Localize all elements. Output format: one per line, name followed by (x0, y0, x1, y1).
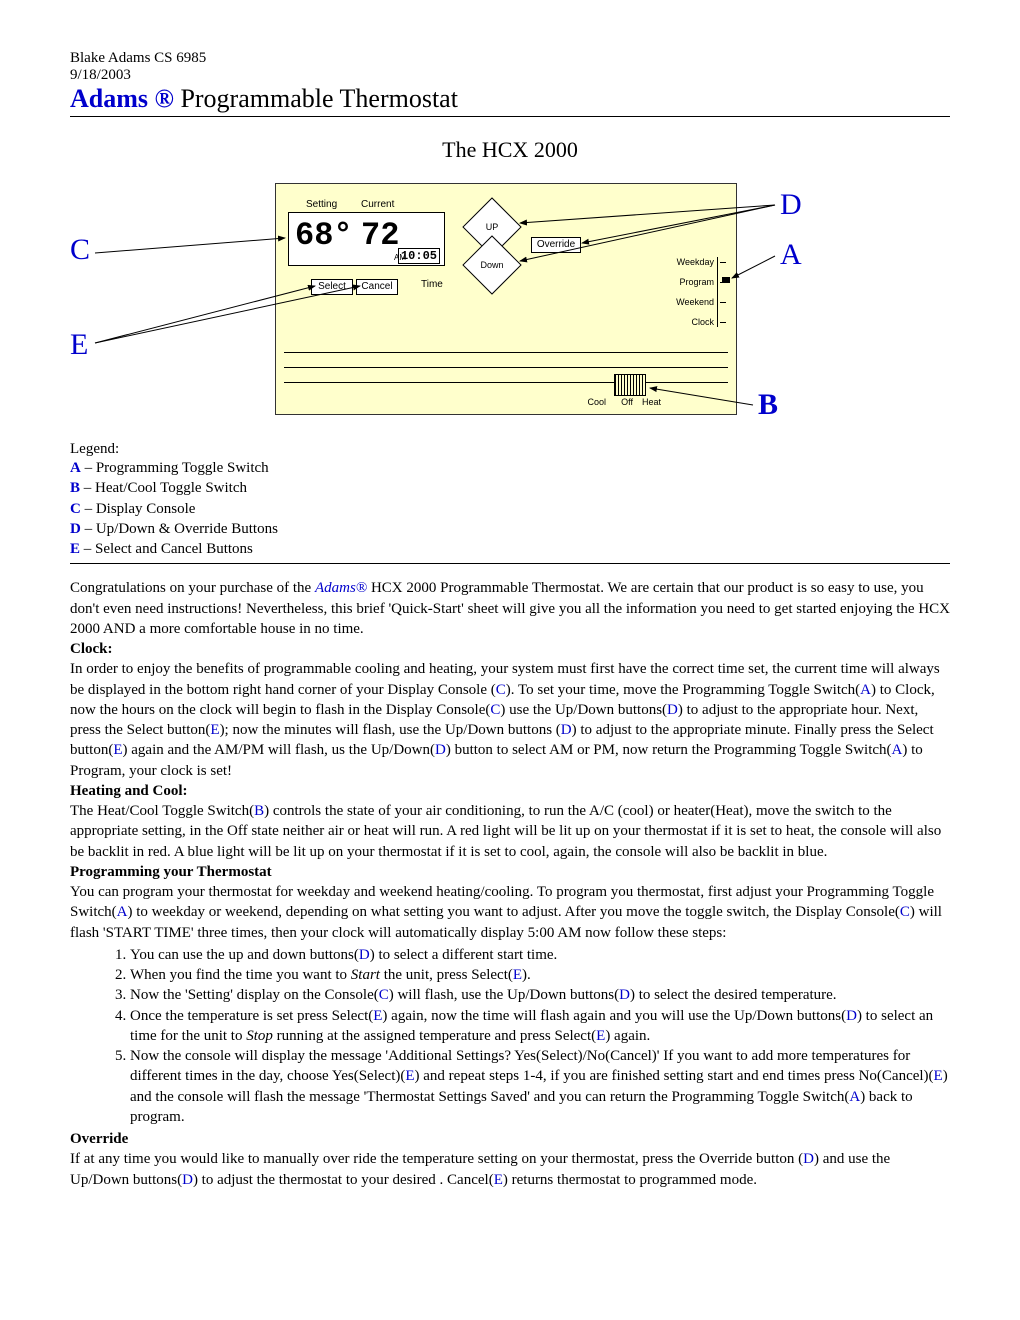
heat-label: Heat (642, 397, 661, 407)
callout-b: B (758, 388, 778, 422)
legend-a: A – Programming Toggle Switch (70, 458, 950, 478)
step-2: When you find the time you want to Start… (130, 965, 950, 985)
lcd-setting-label: Setting (306, 199, 337, 210)
thermostat-diagram: C E D A B Setting Current 68° 72 AM 10:0… (70, 173, 950, 433)
thermostat-panel: Setting Current 68° 72 AM 10:05 Time Sel… (275, 183, 737, 415)
clock-section: Clock: In order to enjoy the benefits of… (70, 639, 950, 781)
intro-paragraph: Congratulations on your purchase of the … (70, 578, 950, 639)
step-1: You can use the up and down buttons(D) t… (130, 945, 950, 965)
callout-d: D (780, 188, 802, 222)
step-5: Now the console will display the message… (130, 1046, 950, 1127)
override-head: Override (70, 1131, 128, 1147)
legend-e: E – Select and Cancel Buttons (70, 539, 950, 559)
override-section: Override If at any time you would like t… (70, 1129, 950, 1190)
prog-weekday-label: Weekday (677, 257, 714, 267)
lcd-time-label: Time (421, 279, 443, 290)
lcd-setting-temp: 68° (295, 217, 353, 254)
select-button[interactable]: Select (311, 279, 353, 295)
step-3: Now the 'Setting' display on the Console… (130, 985, 950, 1005)
cancel-button[interactable]: Cancel (356, 279, 398, 295)
programming-section: Programming your Thermostat You can prog… (70, 862, 950, 943)
product-title: The HCX 2000 (70, 137, 950, 163)
heatcool-section: Heating and Cool: The Heat/Cool Toggle S… (70, 781, 950, 862)
programming-steps: You can use the up and down buttons(D) t… (110, 945, 950, 1127)
legend-title: Legend: (70, 441, 950, 458)
legend-divider (70, 563, 950, 564)
heatcool-head: Heating and Cool: (70, 783, 188, 799)
lcd-current-label: Current (361, 199, 394, 210)
prog-head: Programming your Thermostat (70, 864, 272, 880)
off-label: Off (621, 397, 633, 407)
heat-cool-switch[interactable] (614, 374, 646, 396)
callout-e: E (70, 328, 88, 362)
cool-label: Cool (587, 397, 606, 407)
title-rest: Programmable Thermostat (174, 84, 458, 113)
override-button[interactable]: Override (531, 237, 581, 253)
legend-d: D – Up/Down & Override Buttons (70, 519, 950, 539)
clock-head: Clock: (70, 641, 113, 657)
header-author: Blake Adams CS 6985 (70, 50, 950, 67)
intro-brand: Adams® (315, 580, 367, 596)
header-date: 9/18/2003 (70, 67, 950, 84)
lcd-current-temp: 72 (361, 217, 399, 254)
callout-c: C (70, 233, 90, 267)
callout-a: A (780, 238, 802, 272)
prog-clock-label: Clock (691, 317, 714, 327)
lcd-time: 10:05 (398, 248, 440, 264)
legend-c: C – Display Console (70, 499, 950, 519)
legend-b: B – Heat/Cool Toggle Switch (70, 478, 950, 498)
brand-name: Adams ® (70, 84, 174, 113)
lcd-display: 68° 72 AM 10:05 (288, 212, 445, 266)
step-4: Once the temperature is set press Select… (130, 1006, 950, 1047)
prog-weekend-label: Weekend (676, 297, 714, 307)
down-button[interactable]: Down (462, 235, 521, 294)
prog-program-label: Program (679, 277, 714, 287)
document-title: Adams ® Programmable Thermostat (70, 84, 950, 117)
